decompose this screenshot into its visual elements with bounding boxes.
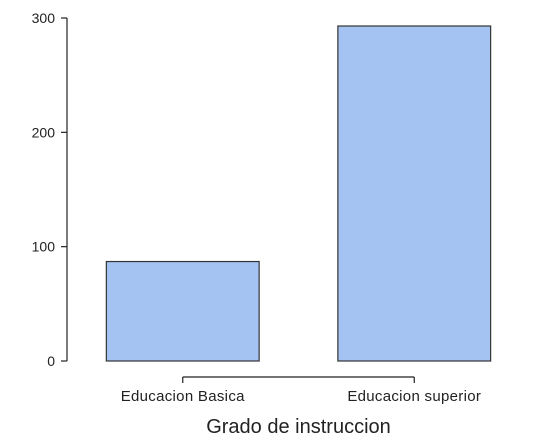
bar-educacion-basica — [105, 260, 260, 362]
x-axis: Educacion Basica Educacion superior — [121, 376, 481, 405]
x-axis-title: Grado de instruccion — [206, 416, 391, 438]
y-axis: 0 100 200 300 — [32, 10, 68, 369]
x-tick-label: Educacion superior — [347, 388, 481, 405]
bar-educacion-superior — [337, 25, 492, 362]
y-tick-label: 0 — [47, 353, 55, 369]
y-tick-label: 300 — [32, 10, 56, 26]
y-tick-label: 100 — [32, 239, 56, 255]
x-tick-label: Educacion Basica — [121, 388, 245, 405]
y-tick-label: 200 — [32, 124, 56, 140]
bars-group — [105, 25, 492, 362]
